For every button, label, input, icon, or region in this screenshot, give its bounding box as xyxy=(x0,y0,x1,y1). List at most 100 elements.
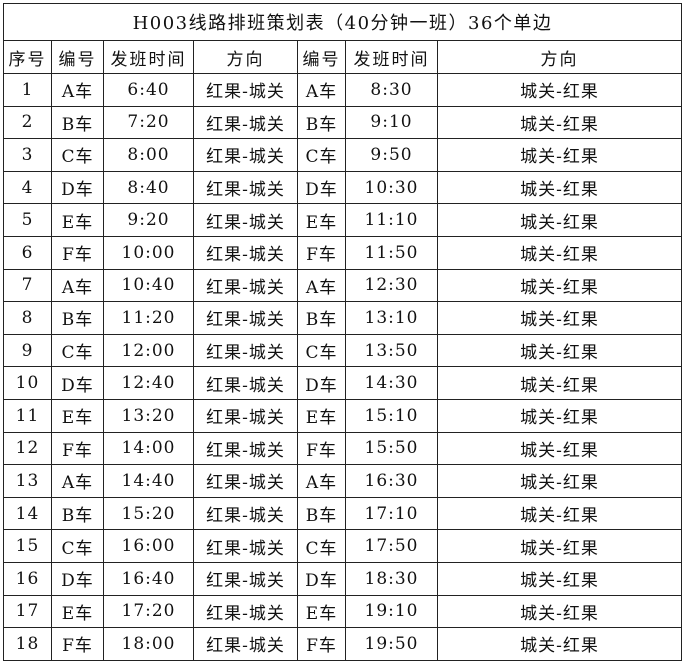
bus-id-return-cell: F车 xyxy=(297,627,346,661)
bus-id-return-cell: C车 xyxy=(297,529,346,563)
departure-time-return-cell: 19:10 xyxy=(345,594,438,629)
direction-return-cell: 城关-红果 xyxy=(437,203,682,237)
direction-return-cell: 城关-红果 xyxy=(437,301,682,335)
bus-id-outbound-cell: F车 xyxy=(51,431,104,466)
bus-id-return-cell: F车 xyxy=(297,431,346,466)
table-row: 1 A车 6:40 红果-城关 A车 8:30 城关-红果 xyxy=(3,73,682,107)
direction-outbound-cell: 红果-城关 xyxy=(193,464,298,498)
bus-id-outbound-cell: E车 xyxy=(51,398,104,433)
table-row: 4 D车 8:40 红果-城关 D车 10:30 城关-红果 xyxy=(3,170,682,205)
bus-id-outbound-cell: A车 xyxy=(51,268,104,303)
table-row: 7 A车 10:40 红果-城关 A车 12:30 城关-红果 xyxy=(3,268,682,303)
bus-id-outbound-cell: C车 xyxy=(51,333,104,368)
title-row: H003线路排班策划表（40分钟一班）36个单边 xyxy=(3,3,682,41)
index-cell: 2 xyxy=(3,105,52,140)
index-cell: 8 xyxy=(3,301,52,335)
direction-outbound-cell: 红果-城关 xyxy=(193,561,298,596)
table-row: 18 F车 18:00 红果-城关 F车 19:50 城关-红果 xyxy=(3,627,682,661)
direction-return-cell: 城关-红果 xyxy=(437,366,682,400)
departure-time-outbound-cell: 6:40 xyxy=(103,73,194,107)
bus-id-return-cell: F车 xyxy=(297,235,346,270)
departure-time-return-cell: 15:10 xyxy=(345,398,438,433)
bus-id-outbound-cell: B车 xyxy=(51,105,104,140)
index-cell: 13 xyxy=(3,464,52,498)
direction-return-cell: 城关-红果 xyxy=(437,170,682,205)
index-cell: 9 xyxy=(3,333,52,368)
direction-outbound-cell: 红果-城关 xyxy=(193,627,298,661)
header-bus-id-return: 编号 xyxy=(297,40,346,74)
direction-outbound-cell: 红果-城关 xyxy=(193,431,298,466)
header-bus-id-outbound: 编号 xyxy=(51,40,104,74)
departure-time-return-cell: 18:30 xyxy=(345,561,438,596)
bus-id-return-cell: A车 xyxy=(297,464,346,498)
departure-time-return-cell: 17:10 xyxy=(345,496,438,531)
direction-return-cell: 城关-红果 xyxy=(437,594,682,629)
departure-time-outbound-cell: 9:20 xyxy=(103,203,194,237)
direction-return-cell: 城关-红果 xyxy=(437,627,682,661)
index-cell: 15 xyxy=(3,529,52,563)
header-departure-time-outbound: 发班时间 xyxy=(103,40,194,74)
departure-time-outbound-cell: 18:00 xyxy=(103,627,194,661)
direction-return-cell: 城关-红果 xyxy=(437,333,682,368)
departure-time-outbound-cell: 10:40 xyxy=(103,268,194,303)
bus-id-outbound-cell: A车 xyxy=(51,73,104,107)
departure-time-return-cell: 15:50 xyxy=(345,431,438,466)
bus-id-outbound-cell: B车 xyxy=(51,496,104,531)
bus-id-outbound-cell: C车 xyxy=(51,529,104,563)
departure-time-return-cell: 10:30 xyxy=(345,170,438,205)
direction-outbound-cell: 红果-城关 xyxy=(193,170,298,205)
departure-time-return-cell: 11:50 xyxy=(345,235,438,270)
direction-outbound-cell: 红果-城关 xyxy=(193,301,298,335)
direction-return-cell: 城关-红果 xyxy=(437,73,682,107)
departure-time-return-cell: 19:50 xyxy=(345,627,438,661)
bus-id-return-cell: E车 xyxy=(297,398,346,433)
header-row: 序号 编号 发班时间 方向 编号 发班时间 方向 xyxy=(3,40,682,74)
index-cell: 6 xyxy=(3,235,52,270)
direction-outbound-cell: 红果-城关 xyxy=(193,203,298,237)
table-row: 11 E车 13:20 红果-城关 E车 15:10 城关-红果 xyxy=(3,398,682,433)
direction-return-cell: 城关-红果 xyxy=(437,496,682,531)
direction-outbound-cell: 红果-城关 xyxy=(193,594,298,629)
direction-return-cell: 城关-红果 xyxy=(437,235,682,270)
table-body: 1 A车 6:40 红果-城关 A车 8:30 城关-红果 2 B车 7:20 红果-城关 B车 9:1… xyxy=(3,73,682,661)
direction-return-cell: 城关-红果 xyxy=(437,431,682,466)
table-row: 3 C车 8:00 红果-城关 C车 9:50 城关-红果 xyxy=(3,138,682,172)
departure-time-return-cell: 9:50 xyxy=(345,138,438,172)
table-row: 9 C车 12:00 红果-城关 C车 13:50 城关-红果 xyxy=(3,333,682,368)
table-row: 16 D车 16:40 红果-城关 D车 18:30 城关-红果 xyxy=(3,561,682,596)
index-cell: 4 xyxy=(3,170,52,205)
departure-time-return-cell: 17:50 xyxy=(345,529,438,563)
bus-id-outbound-cell: F车 xyxy=(51,235,104,270)
table-row: 15 C车 16:00 红果-城关 C车 17:50 城关-红果 xyxy=(3,529,682,563)
departure-time-return-cell: 16:30 xyxy=(345,464,438,498)
bus-id-return-cell: C车 xyxy=(297,138,346,172)
direction-outbound-cell: 红果-城关 xyxy=(193,333,298,368)
direction-outbound-cell: 红果-城关 xyxy=(193,105,298,140)
table-row: 10 D车 12:40 红果-城关 D车 14:30 城关-红果 xyxy=(3,366,682,400)
departure-time-outbound-cell: 16:00 xyxy=(103,529,194,563)
direction-outbound-cell: 红果-城关 xyxy=(193,366,298,400)
index-cell: 5 xyxy=(3,203,52,237)
index-cell: 10 xyxy=(3,366,52,400)
direction-return-cell: 城关-红果 xyxy=(437,464,682,498)
departure-time-return-cell: 9:10 xyxy=(345,105,438,140)
index-cell: 18 xyxy=(3,627,52,661)
bus-id-outbound-cell: C车 xyxy=(51,138,104,172)
departure-time-return-cell: 14:30 xyxy=(345,366,438,400)
departure-time-outbound-cell: 11:20 xyxy=(103,301,194,335)
direction-return-cell: 城关-红果 xyxy=(437,398,682,433)
bus-id-return-cell: C车 xyxy=(297,333,346,368)
table-row: 17 E车 17:20 红果-城关 E车 19:10 城关-红果 xyxy=(3,594,682,629)
direction-return-cell: 城关-红果 xyxy=(437,561,682,596)
departure-time-outbound-cell: 14:00 xyxy=(103,431,194,466)
bus-id-return-cell: A车 xyxy=(297,73,346,107)
index-cell: 11 xyxy=(3,398,52,433)
bus-id-outbound-cell: D车 xyxy=(51,366,104,400)
departure-time-outbound-cell: 12:00 xyxy=(103,333,194,368)
bus-id-outbound-cell: D车 xyxy=(51,170,104,205)
direction-return-cell: 城关-红果 xyxy=(437,105,682,140)
index-cell: 16 xyxy=(3,561,52,596)
index-cell: 17 xyxy=(3,594,52,629)
departure-time-outbound-cell: 16:40 xyxy=(103,561,194,596)
bus-id-return-cell: D车 xyxy=(297,170,346,205)
